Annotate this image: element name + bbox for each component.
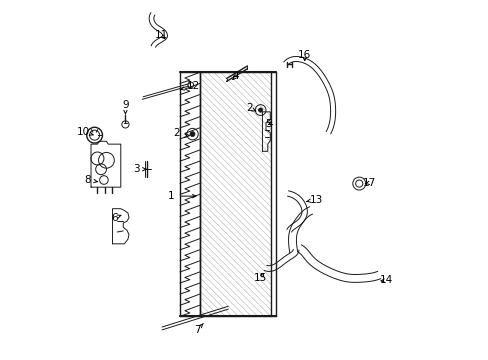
Text: 2: 2 — [246, 103, 256, 113]
Text: 9: 9 — [122, 100, 128, 114]
Text: 15: 15 — [253, 273, 267, 283]
Text: 2: 2 — [173, 129, 187, 138]
Text: 4: 4 — [232, 71, 239, 81]
Circle shape — [258, 108, 262, 112]
Text: 13: 13 — [306, 195, 322, 205]
Text: 8: 8 — [84, 175, 98, 185]
Text: 17: 17 — [362, 178, 375, 188]
Text: 10: 10 — [77, 127, 93, 136]
Text: 3: 3 — [133, 164, 146, 174]
Text: 16: 16 — [298, 50, 311, 60]
Text: 12: 12 — [180, 81, 200, 91]
Text: 1: 1 — [167, 191, 195, 201]
Text: 14: 14 — [379, 275, 392, 285]
Text: 6: 6 — [111, 213, 121, 222]
Circle shape — [190, 132, 195, 136]
Text: 5: 5 — [265, 120, 272, 129]
Bar — [199, 72, 271, 316]
Text: 7: 7 — [193, 323, 203, 335]
Bar — [199, 72, 271, 316]
Text: 11: 11 — [154, 30, 167, 40]
